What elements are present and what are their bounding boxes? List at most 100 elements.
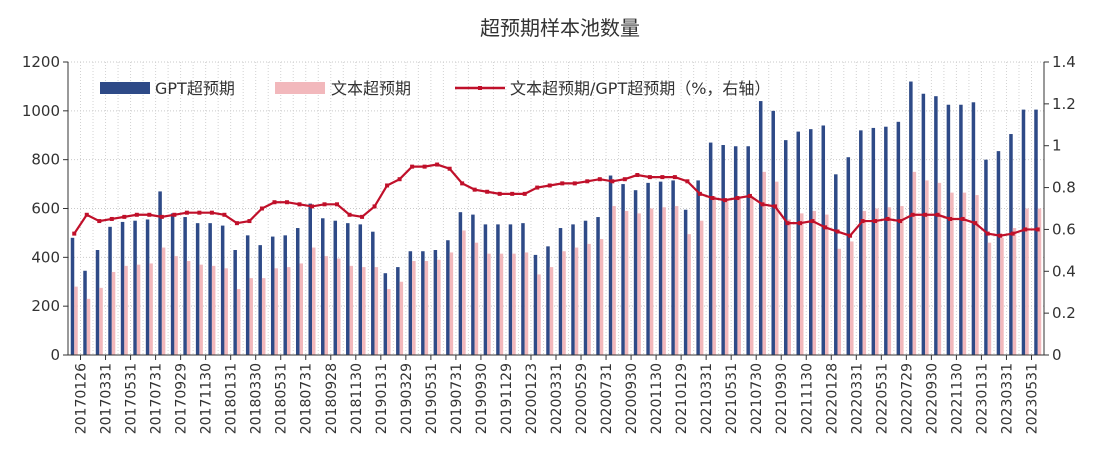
x-tick-label: 20200331 <box>549 363 565 434</box>
ratio-point <box>960 216 965 221</box>
bar-gpt <box>220 225 225 355</box>
bar-gpt <box>245 235 250 355</box>
bar-text <box>224 268 228 355</box>
bar-gpt <box>758 101 763 355</box>
ratio-point <box>798 221 802 226</box>
ratio-point <box>209 210 214 215</box>
bar-text <box>399 281 404 355</box>
y-right-tick-label: 1 <box>1052 137 1062 155</box>
x-tick-label: 20180531 <box>274 363 290 434</box>
y-right-tick-label: 0.8 <box>1052 179 1076 197</box>
bar-gpt <box>120 221 125 355</box>
bar-gpt <box>258 245 262 355</box>
bar-text <box>612 206 616 355</box>
bar-gpt <box>458 212 463 355</box>
bar-text <box>149 263 153 355</box>
bar-gpt <box>771 110 775 355</box>
bar-text <box>324 256 329 355</box>
bar-gpt <box>483 224 488 355</box>
bar-text <box>299 263 303 355</box>
bar-gpt <box>896 121 901 355</box>
bar-text <box>387 289 391 355</box>
ratio-point <box>923 212 928 217</box>
ratio-point <box>735 196 740 201</box>
bar-text <box>574 247 579 355</box>
x-tick-label: 20230531 <box>1024 363 1040 434</box>
bar-text <box>86 298 91 355</box>
bar-text <box>637 213 641 355</box>
ratio-point <box>485 189 490 194</box>
y-left-tick-label: 0 <box>50 346 60 364</box>
x-tick-label: 20201130 <box>649 363 665 434</box>
bar-text <box>699 220 704 355</box>
legend-swatch-gpt <box>100 82 150 94</box>
x-tick-label: 20190930 <box>474 363 490 434</box>
legend-swatch-ratio-marker <box>478 86 482 90</box>
ratio-point <box>597 177 602 182</box>
bar-text <box>174 256 178 355</box>
y-right-tick-label: 0.6 <box>1052 220 1076 238</box>
axes: 0 200 400 600 800 1000 1200 0 0.2 0.4 0.6 0.8 1 1.2 1.… <box>22 53 1076 434</box>
y-right-tick-label: 0.4 <box>1052 262 1076 280</box>
bar-text <box>724 198 729 355</box>
bar-text <box>549 267 554 355</box>
bar-gpt <box>158 191 162 355</box>
ratio-point <box>447 166 452 171</box>
bar-gpt <box>83 270 87 355</box>
ratio-point <box>310 204 314 209</box>
ratio-point <box>910 212 915 217</box>
bar-gpt <box>733 146 738 355</box>
x-tick-label: 20180731 <box>299 363 315 434</box>
bar-text <box>662 207 666 355</box>
bar-gpt <box>433 250 438 355</box>
bar-text <box>512 253 516 355</box>
bar-gpt <box>371 231 375 355</box>
bar-gpt <box>996 151 1001 355</box>
bar-gpt <box>871 127 876 355</box>
ratio-point <box>697 191 702 196</box>
bar-text <box>687 234 691 355</box>
bar-text <box>1025 208 1029 355</box>
x-tick-label: 20170331 <box>99 363 115 434</box>
ratio-point <box>985 231 990 236</box>
x-tick-label: 20210331 <box>699 363 715 434</box>
bar-text <box>199 264 203 355</box>
bar-gpt <box>95 250 100 355</box>
legend: GPT超预期 文本超预期 文本超预期/GPT超预期（%，右轴） <box>100 79 770 98</box>
ratio-point <box>385 183 390 188</box>
bar-gpt <box>496 224 500 355</box>
ratio-point <box>873 219 878 224</box>
bar-text <box>912 171 917 355</box>
bar-gpt <box>721 145 725 355</box>
x-tick-label: 20220729 <box>899 363 915 434</box>
bar-text <box>674 206 679 355</box>
bar-text <box>437 259 441 355</box>
ratio-point <box>760 202 765 207</box>
bar-text <box>474 242 479 355</box>
x-tick-label: 20230131 <box>974 363 990 434</box>
ratio-point <box>247 219 252 224</box>
bar-text <box>737 198 741 355</box>
bar-gpt <box>1009 134 1013 355</box>
bar-gpt <box>783 140 788 355</box>
bar-text <box>1000 237 1004 355</box>
bar-gpt <box>233 250 237 355</box>
x-tick-label: 20221130 <box>949 363 965 434</box>
ratio-point <box>898 219 903 224</box>
ratio-point <box>973 221 978 226</box>
ratio-point <box>347 212 352 217</box>
ratio-point <box>810 219 815 224</box>
y-right-tick-label: 0.2 <box>1052 304 1076 322</box>
ratio-point <box>610 179 615 184</box>
x-tick-label: 20190731 <box>449 363 465 434</box>
y-left-tick-label: 200 <box>31 297 60 315</box>
ratio-point <box>272 200 277 205</box>
x-tick-label: 20210930 <box>774 363 790 434</box>
bar-gpt <box>608 175 613 355</box>
bar-text <box>599 239 604 355</box>
ratio-point <box>197 210 202 215</box>
ratio-point <box>672 175 677 180</box>
bar-gpt <box>508 224 513 355</box>
chart-title: 超预期样本池数量 <box>480 16 640 40</box>
